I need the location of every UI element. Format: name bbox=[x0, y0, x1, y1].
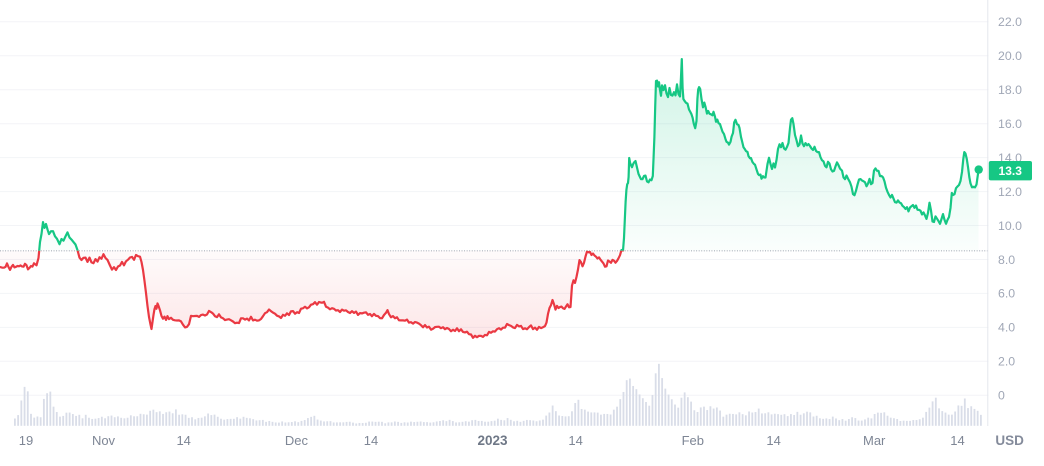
svg-text:14: 14 bbox=[364, 433, 378, 448]
svg-text:14: 14 bbox=[950, 433, 964, 448]
svg-text:4.0: 4.0 bbox=[998, 321, 1015, 335]
svg-text:8.0: 8.0 bbox=[998, 253, 1015, 267]
svg-text:6.0: 6.0 bbox=[998, 287, 1015, 301]
svg-text:19: 19 bbox=[19, 433, 33, 448]
svg-text:Dec: Dec bbox=[285, 433, 309, 448]
svg-text:Nov: Nov bbox=[92, 433, 116, 448]
svg-text:14: 14 bbox=[176, 433, 190, 448]
svg-text:22.0: 22.0 bbox=[998, 15, 1022, 29]
svg-text:10.0: 10.0 bbox=[998, 219, 1022, 233]
svg-text:Mar: Mar bbox=[863, 433, 886, 448]
svg-text:2.0: 2.0 bbox=[998, 355, 1015, 369]
svg-text:16.0: 16.0 bbox=[998, 117, 1022, 131]
svg-text:14: 14 bbox=[568, 433, 582, 448]
svg-text:Feb: Feb bbox=[682, 433, 704, 448]
svg-text:0: 0 bbox=[998, 389, 1005, 403]
svg-text:12.0: 12.0 bbox=[998, 185, 1022, 199]
svg-text:2023: 2023 bbox=[477, 433, 508, 448]
svg-text:20.0: 20.0 bbox=[998, 49, 1022, 63]
svg-text:18.0: 18.0 bbox=[998, 83, 1022, 97]
svg-text:14: 14 bbox=[766, 433, 780, 448]
svg-text:USD: USD bbox=[995, 433, 1024, 448]
svg-text:13.3: 13.3 bbox=[999, 164, 1023, 178]
